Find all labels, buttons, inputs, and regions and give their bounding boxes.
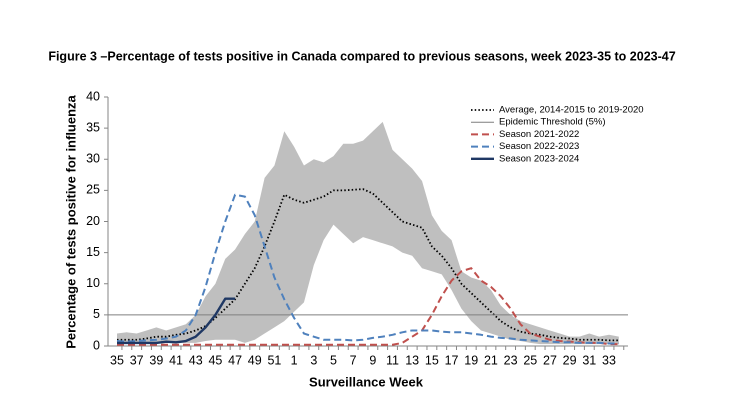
y-tick-label: 40 [86, 89, 100, 103]
x-tick-label: 31 [582, 353, 596, 367]
x-axis-title: Surveillance Week [309, 374, 424, 389]
x-tick-label: 1 [291, 353, 298, 367]
y-tick-label: 20 [86, 214, 100, 228]
series-line [117, 267, 619, 346]
x-tick-label: 19 [464, 353, 478, 367]
legend-label: Season 2023-2024 [499, 153, 579, 164]
x-tick-label: 15 [425, 353, 439, 367]
x-tick-label: 51 [267, 353, 281, 367]
y-tick-label: 25 [86, 183, 100, 197]
x-tick-label: 7 [350, 353, 357, 367]
x-tick-label: 47 [228, 353, 242, 367]
x-tick-label: 25 [523, 353, 537, 367]
x-tick-label: 33 [602, 353, 616, 367]
x-tick-label: 29 [563, 353, 577, 367]
legend-label: Season 2022-2023 [499, 141, 579, 152]
x-tick-label: 5 [330, 353, 337, 367]
x-tick-label: 23 [504, 353, 518, 367]
x-tick-label: 41 [169, 353, 183, 367]
x-tick-label: 21 [484, 353, 498, 367]
legend: Average, 2014-2015 to 2019-2020Epidemic … [471, 105, 644, 164]
x-tick-label: 3 [310, 353, 317, 367]
x-tick-label: 9 [369, 353, 376, 367]
y-axis-title: Percentage of tests positive for influen… [63, 94, 78, 348]
y-tick-label: 10 [86, 276, 100, 290]
y-tick-label: 0 [93, 338, 100, 352]
x-tick-label: 27 [543, 353, 557, 367]
x-tick-label: 13 [405, 353, 419, 367]
x-tick-label: 39 [149, 353, 163, 367]
x-tick-label: 45 [208, 353, 222, 367]
x-tick-label: 11 [386, 353, 399, 367]
legend-label: Epidemic Threshold (5%) [499, 117, 605, 128]
y-tick-label: 30 [86, 152, 100, 166]
x-tick-label: 43 [189, 353, 203, 367]
chart-title: Figure 3 –Percentage of tests positive i… [48, 49, 675, 63]
historical-range [117, 121, 619, 345]
series-line [116, 193, 619, 345]
y-tick-label: 5 [93, 307, 100, 321]
x-tick-label: 35 [110, 353, 124, 367]
legend-label: Season 2021-2022 [499, 129, 579, 140]
y-tick-label: 35 [86, 120, 100, 134]
series-line [117, 297, 236, 345]
legend-label: Average, 2014-2015 to 2019-2020 [499, 105, 644, 116]
x-tick-label: 17 [445, 353, 459, 367]
x-tick-label: 37 [130, 353, 144, 367]
x-tick-label: 49 [248, 353, 262, 367]
y-tick-label: 15 [86, 245, 100, 259]
